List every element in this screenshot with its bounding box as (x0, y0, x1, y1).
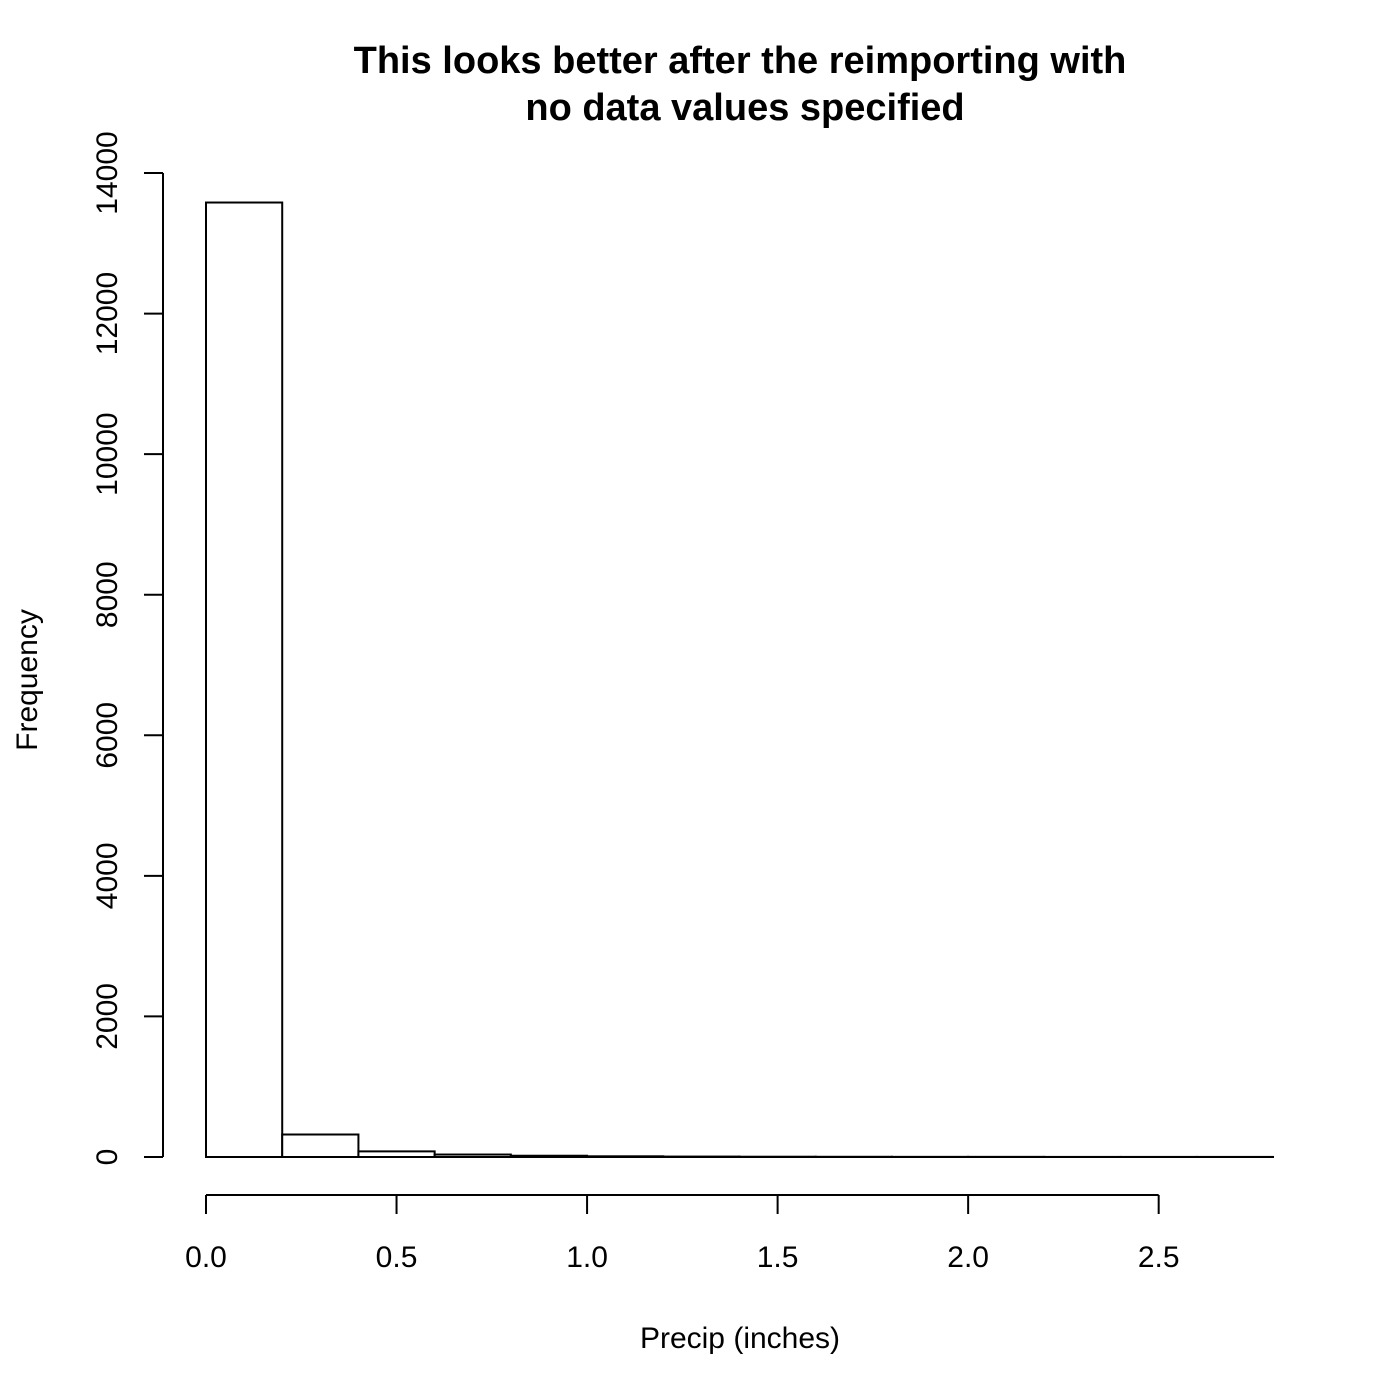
y-tick-label: 14000 (91, 131, 124, 214)
x-tick-label: 1.0 (566, 1241, 608, 1274)
x-tick-label: 0.0 (185, 1241, 227, 1274)
x-tick-label: 1.5 (757, 1241, 799, 1274)
y-tick-label: 12000 (91, 272, 124, 355)
chart-title-line-2: no data values specified (525, 87, 964, 129)
histogram-bar (357, 1150, 436, 1159)
y-tick-label: 4000 (91, 842, 124, 909)
bars-group (205, 201, 1275, 1159)
x-axis-title: Precip (inches) (640, 1322, 840, 1355)
x-tick-label: 2.5 (1138, 1241, 1180, 1274)
histogram-bar (205, 201, 284, 1158)
y-axis: 0 2000 4000 6000 8000 10000 12000 14000 (91, 131, 164, 1166)
x-tick-label: 0.5 (376, 1241, 418, 1274)
histogram-bar (281, 1133, 360, 1158)
histogram-bar (509, 1154, 589, 1159)
y-axis-title: Frequency (11, 609, 44, 751)
y-tick-label: 0 (91, 1149, 124, 1166)
x-tick-label: 2.0 (947, 1241, 989, 1274)
y-tick-label: 2000 (91, 983, 124, 1050)
y-tick-label: 8000 (91, 561, 124, 628)
chart-title-line-1: This looks better after the reimporting … (354, 40, 1127, 82)
y-tick-label: 6000 (91, 702, 124, 769)
y-tick-label: 10000 (91, 412, 124, 495)
histogram-bar (586, 1155, 665, 1158)
x-axis: 0.0 0.5 1.0 1.5 2.0 2.5 (185, 1194, 1180, 1274)
histogram-bar (433, 1153, 512, 1159)
